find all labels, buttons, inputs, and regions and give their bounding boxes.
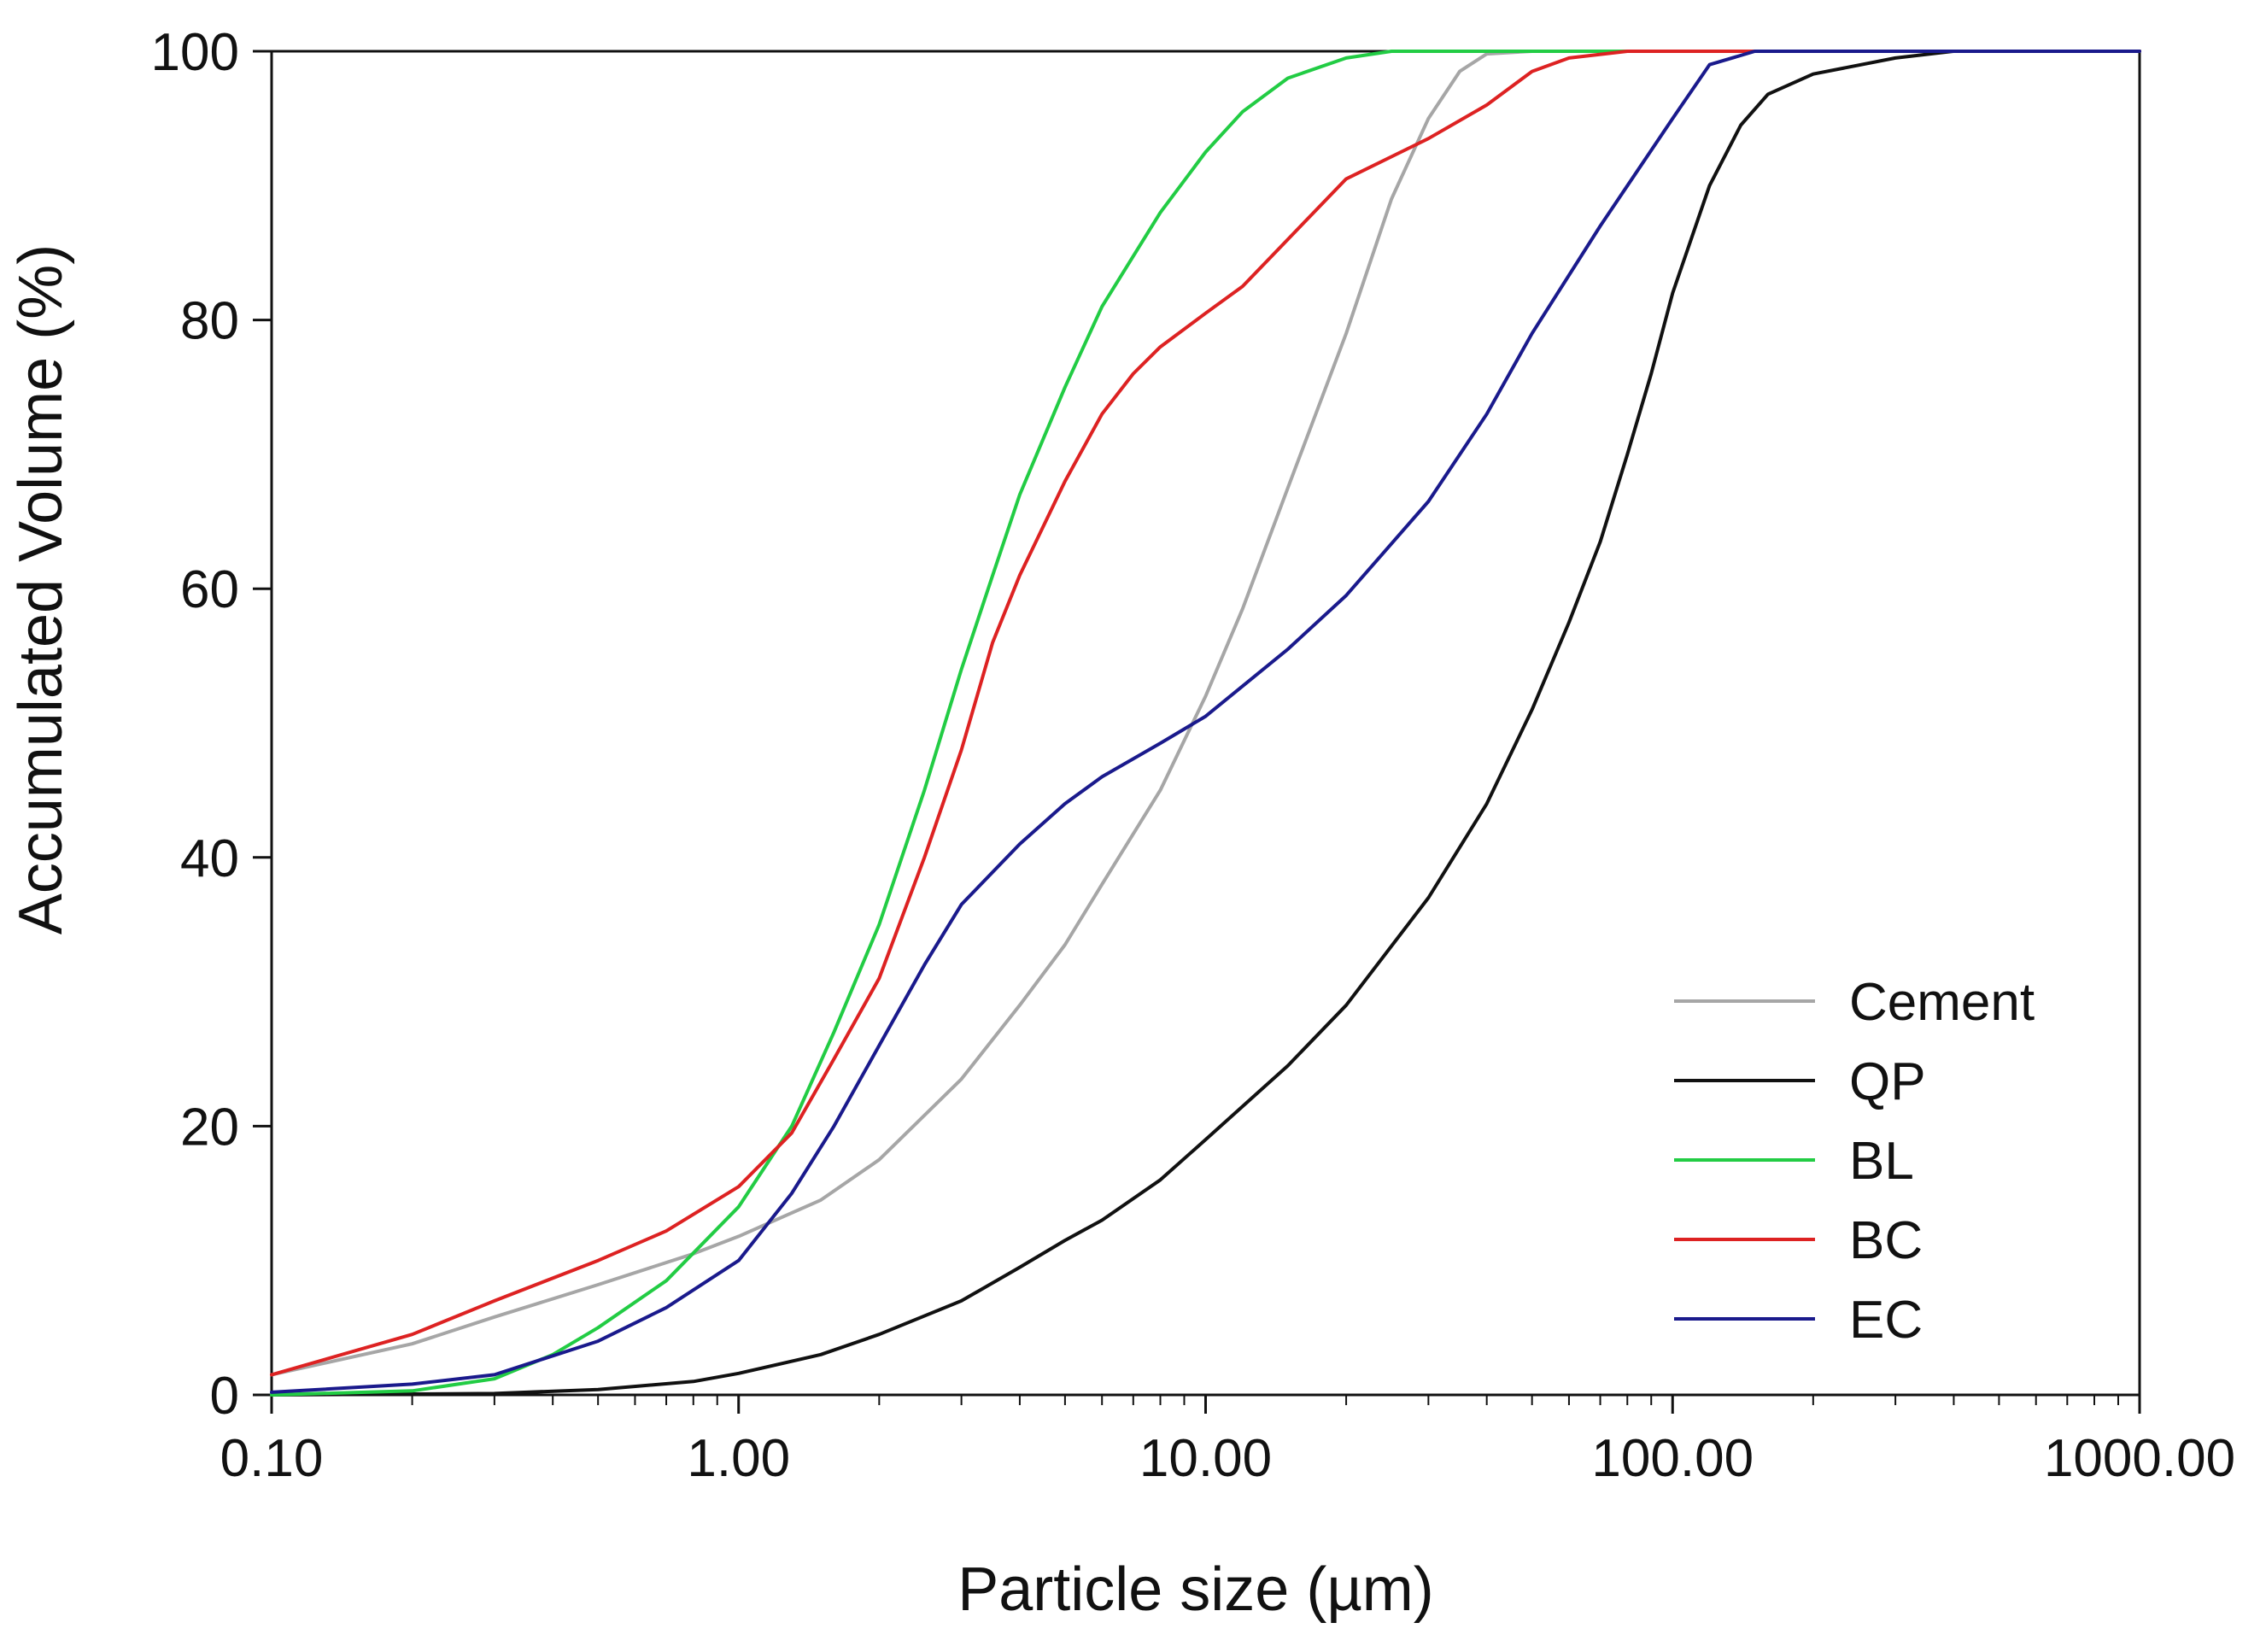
legend-label-bl: BL — [1849, 1132, 1914, 1191]
series-line-qp — [270, 50, 2141, 1397]
series-line-cement — [270, 50, 2141, 1377]
y-tick-label: 60 — [180, 560, 239, 619]
x-tick-label: 0.10 — [220, 1429, 324, 1488]
legend: Cement QP BL BC EC — [1674, 973, 2035, 1350]
y-tick-label: 40 — [180, 829, 239, 888]
series-layer — [270, 50, 2141, 1397]
y-tick-label: 0 — [210, 1367, 239, 1426]
axes-layer — [270, 50, 2141, 1397]
legend-label-bc: BC — [1849, 1211, 1923, 1270]
y-axis-title: Accumulated Volume (%) — [7, 244, 75, 934]
series-line-bc — [270, 50, 2141, 1377]
x-tick-label: 10.00 — [1139, 1429, 1272, 1488]
legend-label-qp: QP — [1849, 1052, 1926, 1111]
y-tick-label: 20 — [180, 1098, 239, 1157]
legend-label-ec: EC — [1849, 1291, 1923, 1350]
plot-frame — [270, 50, 2141, 1397]
y-tick-label: 100 — [151, 23, 239, 82]
series-line-ec — [270, 50, 2141, 1394]
x-axis-title: Particle size (µm) — [957, 1555, 1434, 1624]
legend-label-cement: Cement — [1849, 973, 2035, 1032]
x-tick-label: 100.00 — [1591, 1429, 1754, 1488]
series-line-bl — [270, 50, 2141, 1397]
x-tick-label: 1.00 — [687, 1429, 790, 1488]
y-tick-label: 80 — [180, 292, 239, 351]
ticks-layer: 0 20 40 60 80 100 0.10 1.00 10.00 100.00 1000.00 — [151, 23, 2236, 1488]
x-tick-label: 1000.00 — [2044, 1429, 2235, 1488]
